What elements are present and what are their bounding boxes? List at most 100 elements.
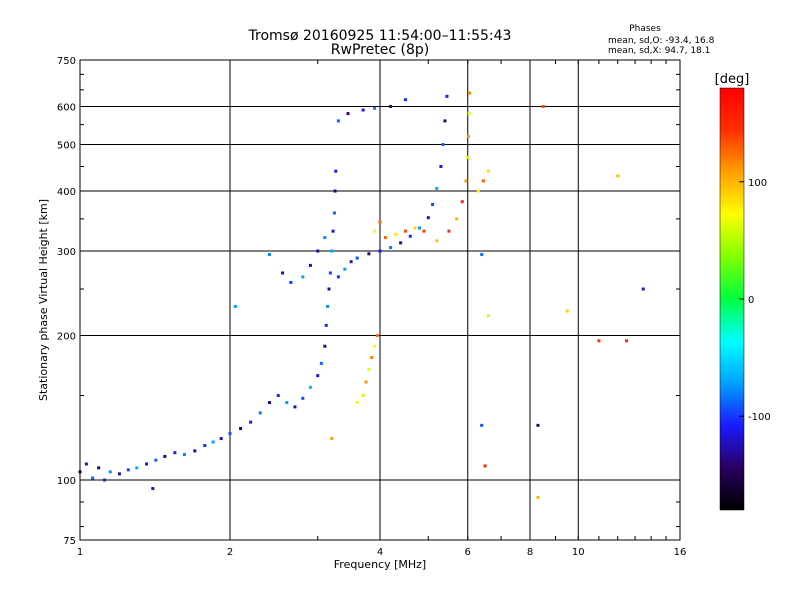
data-point-x bbox=[361, 394, 365, 398]
data-point-x bbox=[467, 112, 471, 116]
y-tick-label: 300 bbox=[57, 247, 76, 258]
data-point-o bbox=[328, 271, 332, 275]
data-point-x bbox=[481, 179, 485, 183]
data-point-x bbox=[466, 134, 470, 138]
data-point-o bbox=[403, 98, 407, 102]
data-point-o bbox=[145, 462, 149, 466]
colorbar-tick-label: 0 bbox=[748, 295, 754, 306]
data-point-o bbox=[536, 423, 540, 427]
data-point-o bbox=[361, 108, 365, 112]
y-tick-label: 75 bbox=[63, 536, 76, 547]
data-point-o bbox=[332, 211, 336, 215]
data-point-x bbox=[364, 380, 368, 384]
data-point-o bbox=[389, 105, 393, 109]
data-point-o bbox=[267, 253, 271, 257]
data-point-x bbox=[464, 179, 468, 183]
x-tick-label: 1 bbox=[77, 547, 83, 558]
data-point-x bbox=[460, 200, 464, 204]
data-point-o bbox=[151, 487, 155, 491]
data-point-o bbox=[367, 252, 371, 256]
data-point-o bbox=[163, 454, 167, 458]
data-point-o bbox=[445, 94, 449, 98]
x-axis-ticks: 1 2 4 6 8 10 16 bbox=[77, 60, 687, 558]
data-point-o bbox=[334, 169, 338, 173]
colorbar-ticks: 100 0 -100 bbox=[739, 178, 771, 423]
data-point-o bbox=[97, 466, 101, 470]
x-tick-label: 16 bbox=[674, 547, 687, 558]
data-point-o bbox=[378, 249, 382, 253]
data-point-o bbox=[103, 478, 107, 482]
y-axis-ticks: 75 100 200 300 400 500 600 750 bbox=[57, 56, 680, 547]
data-point-o bbox=[316, 374, 320, 378]
data-point-o bbox=[293, 405, 297, 409]
data-point-o bbox=[336, 275, 340, 279]
data-point-x bbox=[476, 189, 480, 193]
data-point-o bbox=[355, 256, 359, 260]
data-point-o bbox=[480, 423, 484, 427]
x-axis-label: Frequency [MHz] bbox=[334, 558, 426, 571]
data-point-x bbox=[565, 309, 569, 313]
chart-subtitle: RwPretec (8p) bbox=[331, 42, 429, 58]
data-point-o bbox=[439, 164, 443, 168]
data-point-o bbox=[324, 323, 328, 327]
data-point-o bbox=[641, 287, 645, 291]
y-tick-label: 600 bbox=[57, 103, 76, 114]
data-point-o bbox=[480, 253, 484, 257]
x-tick-label: 2 bbox=[227, 547, 233, 558]
data-point-x bbox=[486, 169, 490, 173]
data-point-o bbox=[301, 275, 305, 279]
data-point-x bbox=[616, 174, 620, 178]
data-point-o bbox=[323, 236, 327, 240]
data-point-o bbox=[336, 119, 340, 123]
data-point-o bbox=[289, 280, 293, 284]
data-point-x bbox=[373, 229, 377, 233]
data-point-x bbox=[447, 229, 451, 233]
data-point-x bbox=[373, 344, 377, 348]
x-tick-label: 4 bbox=[377, 547, 383, 558]
data-point-o bbox=[211, 440, 215, 444]
data-point-o bbox=[281, 271, 285, 275]
y-tick-label: 200 bbox=[57, 332, 76, 343]
y-tick-label: 100 bbox=[57, 476, 76, 487]
data-point-o bbox=[91, 476, 95, 480]
data-point-o bbox=[308, 385, 312, 389]
y-axis-label: Stationary phase Virtual Height [km] bbox=[37, 199, 50, 401]
data-point-x bbox=[413, 226, 417, 230]
data-point-o bbox=[84, 462, 88, 466]
data-point-x bbox=[355, 401, 359, 405]
data-point-o bbox=[389, 246, 393, 250]
data-point-o bbox=[173, 451, 177, 455]
chart-title: Tromsø 20160925 11:54:00–11:55:43 bbox=[248, 28, 512, 44]
data-point-o bbox=[249, 420, 253, 424]
data-point-o bbox=[426, 216, 430, 220]
stats-line-x: mean, sd,X: 94.7, 18.1 bbox=[608, 46, 710, 56]
data-point-x bbox=[541, 105, 545, 109]
colorbar-tick-label: 100 bbox=[748, 178, 767, 189]
data-point-x bbox=[375, 334, 379, 338]
data-point-o bbox=[193, 449, 197, 453]
data-point-x bbox=[403, 229, 407, 233]
data-point-x bbox=[370, 355, 374, 359]
data-point-x bbox=[378, 220, 382, 224]
data-point-o bbox=[233, 304, 237, 308]
data-point-x bbox=[625, 339, 629, 343]
data-point-o bbox=[117, 472, 121, 476]
data-point-o bbox=[408, 234, 412, 238]
data-point-x bbox=[468, 91, 472, 95]
data-point-x bbox=[394, 232, 398, 236]
data-point-o bbox=[154, 458, 158, 462]
data-point-o bbox=[203, 444, 207, 448]
data-point-o bbox=[219, 437, 223, 441]
colorbar-label: [deg] bbox=[715, 72, 750, 87]
data-point-x bbox=[383, 236, 387, 240]
data-point-x bbox=[435, 239, 439, 243]
data-point-o bbox=[346, 112, 350, 116]
data-point-o bbox=[326, 304, 330, 308]
data-point-o bbox=[126, 468, 130, 472]
data-point-o bbox=[267, 401, 271, 405]
data-point-o bbox=[276, 394, 280, 398]
stats-title: Phases bbox=[629, 24, 661, 34]
data-point-o bbox=[316, 249, 320, 253]
